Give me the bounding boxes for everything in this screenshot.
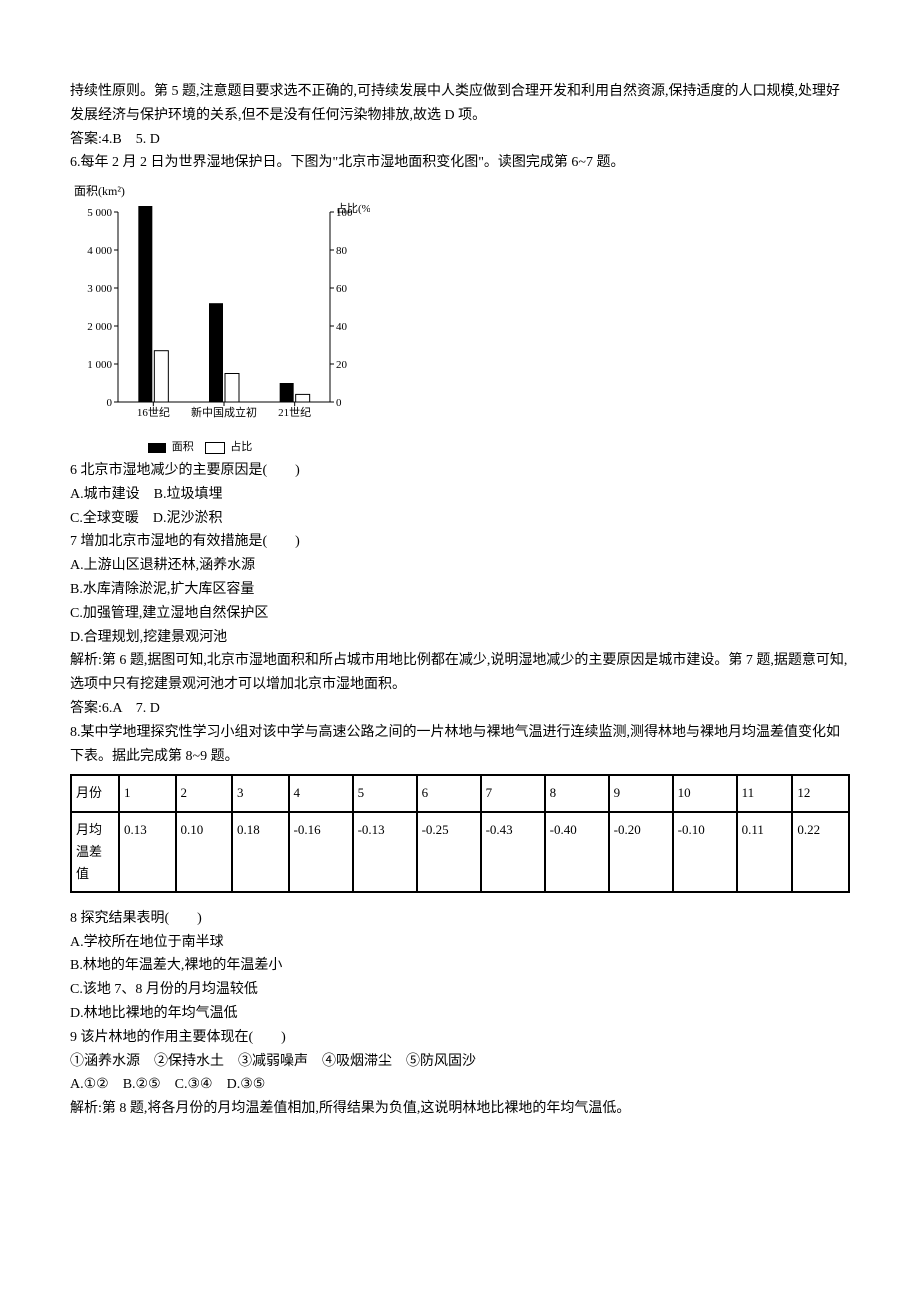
svg-text:21世纪: 21世纪 xyxy=(278,406,311,419)
wetland-chart: 面积(km²) 0 1 000 2 000 3 000 4 000 5 000 0 20 40 6… xyxy=(70,181,850,457)
table-cell: 11 xyxy=(737,775,793,811)
row1-header: 月份 xyxy=(71,775,119,811)
q9-stem: 9 该片林地的作用主要体现在( ) xyxy=(70,1026,850,1050)
table-cell: 9 xyxy=(609,775,673,811)
q7-stem: 7 增加北京市湿地的有效措施是( ) xyxy=(70,530,850,554)
table-row: 月均温差值 0.13 0.10 0.18 -0.16 -0.13 -0.25 -… xyxy=(71,812,849,892)
table-cell: 1 xyxy=(119,775,176,811)
q6-stem: 6 北京市湿地减少的主要原因是( ) xyxy=(70,459,850,483)
answers-4-5: 答案:4.B 5. D xyxy=(70,128,850,152)
q8-option-c: C.该地 7、8 月份的月均温较低 xyxy=(70,978,850,1002)
svg-text:5 000: 5 000 xyxy=(87,207,112,219)
q6-option-cd: C.全球变暖 D.泥沙淤积 xyxy=(70,507,850,531)
legend-label-ratio: 占比 xyxy=(230,441,252,453)
temp-diff-table: 月份 1 2 3 4 5 6 7 8 9 10 11 12 月均温差值 0.13… xyxy=(70,774,850,892)
table-cell: 6 xyxy=(417,775,481,811)
table-row: 月份 1 2 3 4 5 6 7 8 9 10 11 12 xyxy=(71,775,849,811)
table-cell: 2 xyxy=(176,775,233,811)
chart-legend: 面积 占比 xyxy=(140,438,850,457)
svg-text:20: 20 xyxy=(336,359,348,371)
table-cell: 5 xyxy=(353,775,417,811)
q8-option-b: B.林地的年温差大,裸地的年温差小 xyxy=(70,954,850,978)
table-cell: 0.22 xyxy=(792,812,849,892)
chart-y-left-title: 面积(km²) xyxy=(74,181,850,201)
svg-text:1 000: 1 000 xyxy=(87,359,112,371)
table-cell: -0.40 xyxy=(545,812,609,892)
table-cell: 0.10 xyxy=(176,812,233,892)
svg-text:2 000: 2 000 xyxy=(87,321,112,333)
svg-text:0: 0 xyxy=(107,397,113,409)
q7-option-a: A.上游山区退耕还林,涵养水源 xyxy=(70,554,850,578)
q6-intro: 6.每年 2 月 2 日为世界湿地保护日。下图为"北京市湿地面积变化图"。读图完… xyxy=(70,151,850,175)
table-cell: 0.13 xyxy=(119,812,176,892)
spacer xyxy=(70,899,850,907)
chart-svg: 01 0002 0003 0004 0005 000020406080100占比… xyxy=(70,202,370,432)
q6-option-ab: A.城市建设 B.垃圾填埋 xyxy=(70,483,850,507)
q7-option-b: B.水库清除淤泥,扩大库区容量 xyxy=(70,578,850,602)
table-cell: -0.20 xyxy=(609,812,673,892)
svg-text:0: 0 xyxy=(336,397,342,409)
table-cell: 8 xyxy=(545,775,609,811)
explain-6-7: 解析:第 6 题,据图可知,北京市湿地面积和所占城市用地比例都在减少,说明湿地减… xyxy=(70,649,850,697)
table-cell: -0.25 xyxy=(417,812,481,892)
table-cell: 0.18 xyxy=(232,812,289,892)
answers-6-7: 答案:6.A 7. D xyxy=(70,697,850,721)
row2-header: 月均温差值 xyxy=(71,812,119,892)
table-cell: -0.10 xyxy=(673,812,737,892)
explain-8: 解析:第 8 题,将各月份的月均温差值相加,所得结果为负值,这说明林地比裸地的年… xyxy=(70,1097,850,1121)
legend-box-ratio xyxy=(205,442,225,454)
q8-option-d: D.林地比裸地的年均气温低 xyxy=(70,1002,850,1026)
q8-intro: 8.某中学地理探究性学习小组对该中学与高速公路之间的一片林地与裸地气温进行连续监… xyxy=(70,721,850,769)
svg-text:60: 60 xyxy=(336,283,348,295)
intro-paragraph: 持续性原则。第 5 题,注意题目要求选不正确的,可持续发展中人类应做到合理开发和… xyxy=(70,80,850,128)
table-cell: -0.43 xyxy=(481,812,545,892)
q8-option-a: A.学校所在地位于南半球 xyxy=(70,931,850,955)
table-cell: 10 xyxy=(673,775,737,811)
q7-option-d: D.合理规划,挖建景观河池 xyxy=(70,626,850,650)
table-cell: 12 xyxy=(792,775,849,811)
q9-choices: A.①② B.②⑤ C.③④ D.③⑤ xyxy=(70,1073,850,1097)
svg-text:4 000: 4 000 xyxy=(87,245,112,257)
legend-label-area: 面积 xyxy=(172,441,194,453)
table-cell: 7 xyxy=(481,775,545,811)
q8-stem: 8 探究结果表明( ) xyxy=(70,907,850,931)
table-cell: 0.11 xyxy=(737,812,793,892)
svg-text:占比(%): 占比(%) xyxy=(336,202,370,215)
table-cell: 3 xyxy=(232,775,289,811)
svg-text:40: 40 xyxy=(336,321,348,333)
svg-text:新中国成立初: 新中国成立初 xyxy=(191,405,257,419)
svg-text:80: 80 xyxy=(336,245,348,257)
table-cell: -0.16 xyxy=(289,812,353,892)
q9-options-circled: ①涵养水源 ②保持水土 ③减弱噪声 ④吸烟滞尘 ⑤防风固沙 xyxy=(70,1050,850,1074)
legend-box-area xyxy=(148,443,166,453)
table-cell: -0.13 xyxy=(353,812,417,892)
svg-text:16世纪: 16世纪 xyxy=(137,406,170,419)
table-cell: 4 xyxy=(289,775,353,811)
svg-text:3 000: 3 000 xyxy=(87,283,112,295)
q7-option-c: C.加强管理,建立湿地自然保护区 xyxy=(70,602,850,626)
